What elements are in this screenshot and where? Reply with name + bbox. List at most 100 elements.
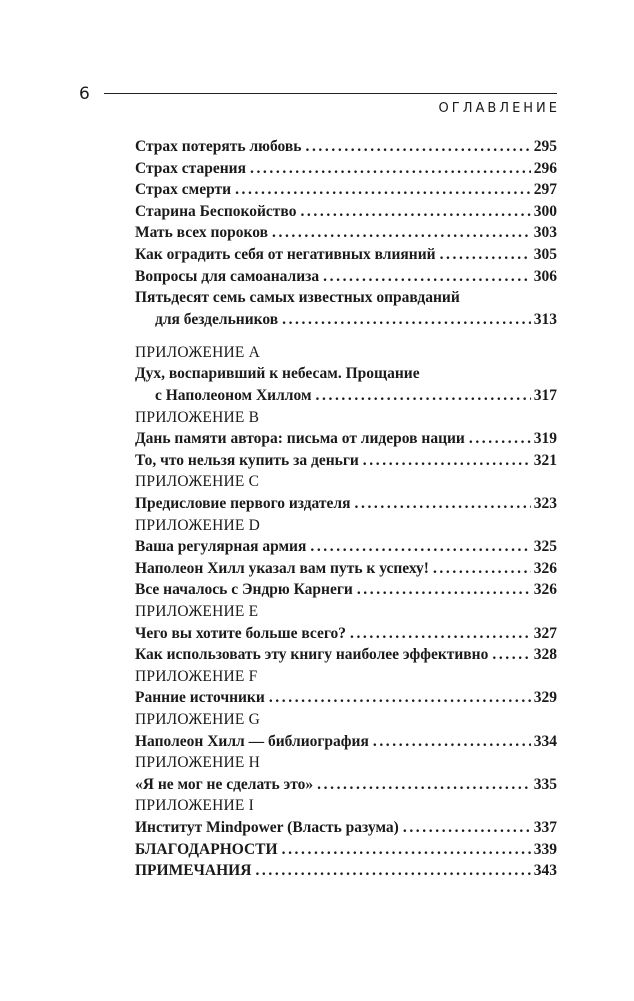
- toc-entry[interactable]: Страх старения 296: [135, 158, 557, 180]
- dot-leader: [310, 536, 530, 558]
- toc-entry-title-line: Пятьдесят семь самых известных оправдани…: [135, 289, 460, 307]
- section-heading: ПРИЛОЖЕНИЕ F: [135, 667, 258, 685]
- toc-entry-title: «Я не мог не сделать это»: [135, 775, 314, 793]
- toc-entry-page: 306: [533, 267, 557, 285]
- toc-entry-title: Чего вы хотите больше всего?: [135, 624, 346, 642]
- dot-leader: [300, 201, 530, 223]
- toc-entry-title: для бездельников: [155, 310, 279, 328]
- toc-section: ПРИЛОЖЕНИЕ G Наполеон Хилл — библиография…: [135, 709, 557, 752]
- toc-entry[interactable]: Предисловие первого издателя 323: [135, 493, 557, 515]
- toc-entry[interactable]: Как использовать эту книгу наиболее эффе…: [135, 644, 557, 666]
- toc-entry-page: 321: [533, 451, 557, 469]
- toc-entry[interactable]: Институт Mindpower (Власть разума) 337: [135, 817, 557, 839]
- toc-section: ПРИЛОЖЕНИЕ I Институт Mindpower (Власть р…: [135, 795, 557, 838]
- toc-entry[interactable]: «Я не мог не сделать это» 335: [135, 774, 557, 796]
- toc-entry-page: 297: [533, 181, 557, 199]
- toc-entry[interactable]: Страх смерти 297: [135, 179, 557, 201]
- toc-entry-page: 317: [533, 387, 557, 405]
- toc-entry-title: Старина Беспокойство: [135, 202, 297, 220]
- section-heading: ПРИЛОЖЕНИЕ H: [135, 754, 261, 772]
- toc-section: ПРИЛОЖЕНИЕ C Предисловие первого издателя…: [135, 471, 557, 514]
- toc-entry-title-line: Дух, воспаривший к небесам. Прощание: [135, 365, 420, 383]
- toc-entry-page: 313: [533, 310, 557, 328]
- toc-section: ПРИЛОЖЕНИЕ B Дань памяти автора: письма о…: [135, 407, 557, 472]
- page-number: 6: [79, 84, 90, 104]
- toc-entry-page: 328: [533, 646, 557, 664]
- toc-entry[interactable]: Чего вы хотите больше всего? 327: [135, 623, 557, 645]
- section-heading: ПРИЛОЖЕНИЕ E: [135, 602, 259, 620]
- dot-leader: [317, 774, 531, 796]
- toc-entry-title: Страх потерять любовь: [135, 138, 302, 155]
- dot-leader: [316, 385, 531, 407]
- toc-entry[interactable]: Старина Беспокойство 300: [135, 201, 557, 223]
- dot-leader: [363, 450, 531, 472]
- toc-entry[interactable]: для бездельников 313: [135, 309, 557, 331]
- toc-entry-page: 305: [533, 245, 557, 263]
- toc-entry[interactable]: Страх потерять любовь 295: [135, 136, 557, 158]
- toc-entry-title: Наполеон Хилл указал вам путь к успеху!: [135, 559, 429, 577]
- section-heading: ПРИЛОЖЕНИЕ B: [135, 408, 260, 426]
- section-heading: ПРИЛОЖЕНИЕ A: [135, 343, 261, 361]
- section-heading: ПРИЛОЖЕНИЕ G: [135, 710, 261, 728]
- toc-entry-title: Мать всех пороков: [135, 224, 268, 242]
- toc-entry[interactable]: БЛАГОДАРНОСТИ 339: [135, 839, 557, 861]
- toc-appendices: ПРИЛОЖЕНИЕ A Дух, воспаривший к небесам. …: [135, 342, 557, 839]
- toc-entry-page: 334: [533, 732, 557, 750]
- toc-entry-title: Страх старения: [135, 159, 246, 177]
- toc-entry[interactable]: Все началось с Эндрю Карнеги 326: [135, 579, 557, 601]
- toc-entry[interactable]: Как оградить себя от негативных влияний 3…: [135, 244, 557, 266]
- dot-leader: [282, 839, 531, 861]
- toc-top-group: Страх потерять любовь 295 Страх старения 29…: [135, 136, 557, 330]
- toc-section: ПРИЛОЖЕНИЕ F Ранние источники 329: [135, 666, 557, 709]
- toc-entry-page: 295: [533, 138, 557, 155]
- dot-leader: [255, 860, 530, 882]
- toc-entry[interactable]: Наполеон Хилл — библиография 334: [135, 731, 557, 753]
- dot-leader: [323, 266, 531, 288]
- toc-entry[interactable]: Дань памяти автора: письма от лидеров на…: [135, 428, 557, 450]
- dot-leader: [282, 309, 531, 331]
- toc-entry-page: 303: [533, 224, 557, 242]
- toc-entry-page: 337: [533, 818, 557, 836]
- toc-tail-group: БЛАГОДАРНОСТИ 339 ПРИМЕЧАНИЯ 343: [135, 839, 557, 882]
- dot-leader: [469, 428, 531, 450]
- toc-entry[interactable]: Вопросы для самоанализа 306: [135, 266, 557, 288]
- toc-entry-title: с Наполеоном Хиллом: [155, 387, 312, 405]
- toc-entry-title: ПРИМЕЧАНИЯ: [135, 862, 252, 880]
- toc-section: ПРИЛОЖЕНИЕ D Ваша регулярная армия 325 Напо…: [135, 515, 557, 601]
- dot-leader: [403, 817, 531, 839]
- toc-entry[interactable]: ПРИМЕЧАНИЯ 343: [135, 860, 557, 882]
- toc-entry-title: Институт Mindpower (Власть разума): [135, 818, 399, 836]
- toc-entry-title: Предисловие первого издателя: [135, 495, 351, 512]
- dot-leader: [440, 244, 531, 266]
- toc-entry[interactable]: То, что нельзя купить за деньги 321: [135, 450, 557, 472]
- toc-entry-page: 326: [533, 559, 557, 577]
- toc-entry[interactable]: с Наполеоном Хиллом 317: [135, 385, 557, 407]
- running-head: ОГЛАВЛЕНИЕ: [438, 101, 560, 116]
- toc-entry-title: Как оградить себя от негативных влияний: [135, 245, 436, 263]
- toc-entry-title: То, что нельзя купить за деньги: [135, 451, 359, 469]
- section-heading: ПРИЛОЖЕНИЕ C: [135, 473, 260, 491]
- dot-leader: [433, 558, 531, 580]
- section-heading: ПРИЛОЖЕНИЕ I: [135, 797, 254, 815]
- dot-leader: [350, 623, 531, 645]
- toc-entry-title: Дань памяти автора: письма от лидеров на…: [135, 430, 465, 448]
- toc-section: ПРИЛОЖЕНИЕ H «Я не мог не сделать это» 335: [135, 752, 557, 795]
- toc-entry[interactable]: Наполеон Хилл указал вам путь к успеху! 3…: [135, 558, 557, 580]
- dot-leader: [272, 222, 531, 244]
- toc-entry[interactable]: Мать всех пороков 303: [135, 222, 557, 244]
- toc-entry-page: 325: [533, 538, 557, 556]
- toc-entry-title: Ранние источники: [135, 689, 265, 707]
- toc-entry-page: 327: [533, 624, 557, 642]
- dot-leader: [357, 579, 531, 601]
- toc-entry-page: 323: [533, 495, 557, 512]
- toc-entry-title: Вопросы для самоанализа: [135, 267, 320, 285]
- toc-entry-page: 319: [533, 430, 557, 448]
- toc-entry[interactable]: Ранние источники 329: [135, 687, 557, 709]
- toc-entry-title: Ваша регулярная армия: [135, 538, 307, 556]
- dot-leader: [305, 136, 530, 158]
- toc-entry-page: 329: [533, 689, 557, 707]
- toc-entry-page: 339: [533, 840, 557, 858]
- toc-entry[interactable]: Ваша регулярная армия 325: [135, 536, 557, 558]
- dot-leader: [269, 687, 531, 709]
- toc-entry-page: 343: [533, 862, 557, 880]
